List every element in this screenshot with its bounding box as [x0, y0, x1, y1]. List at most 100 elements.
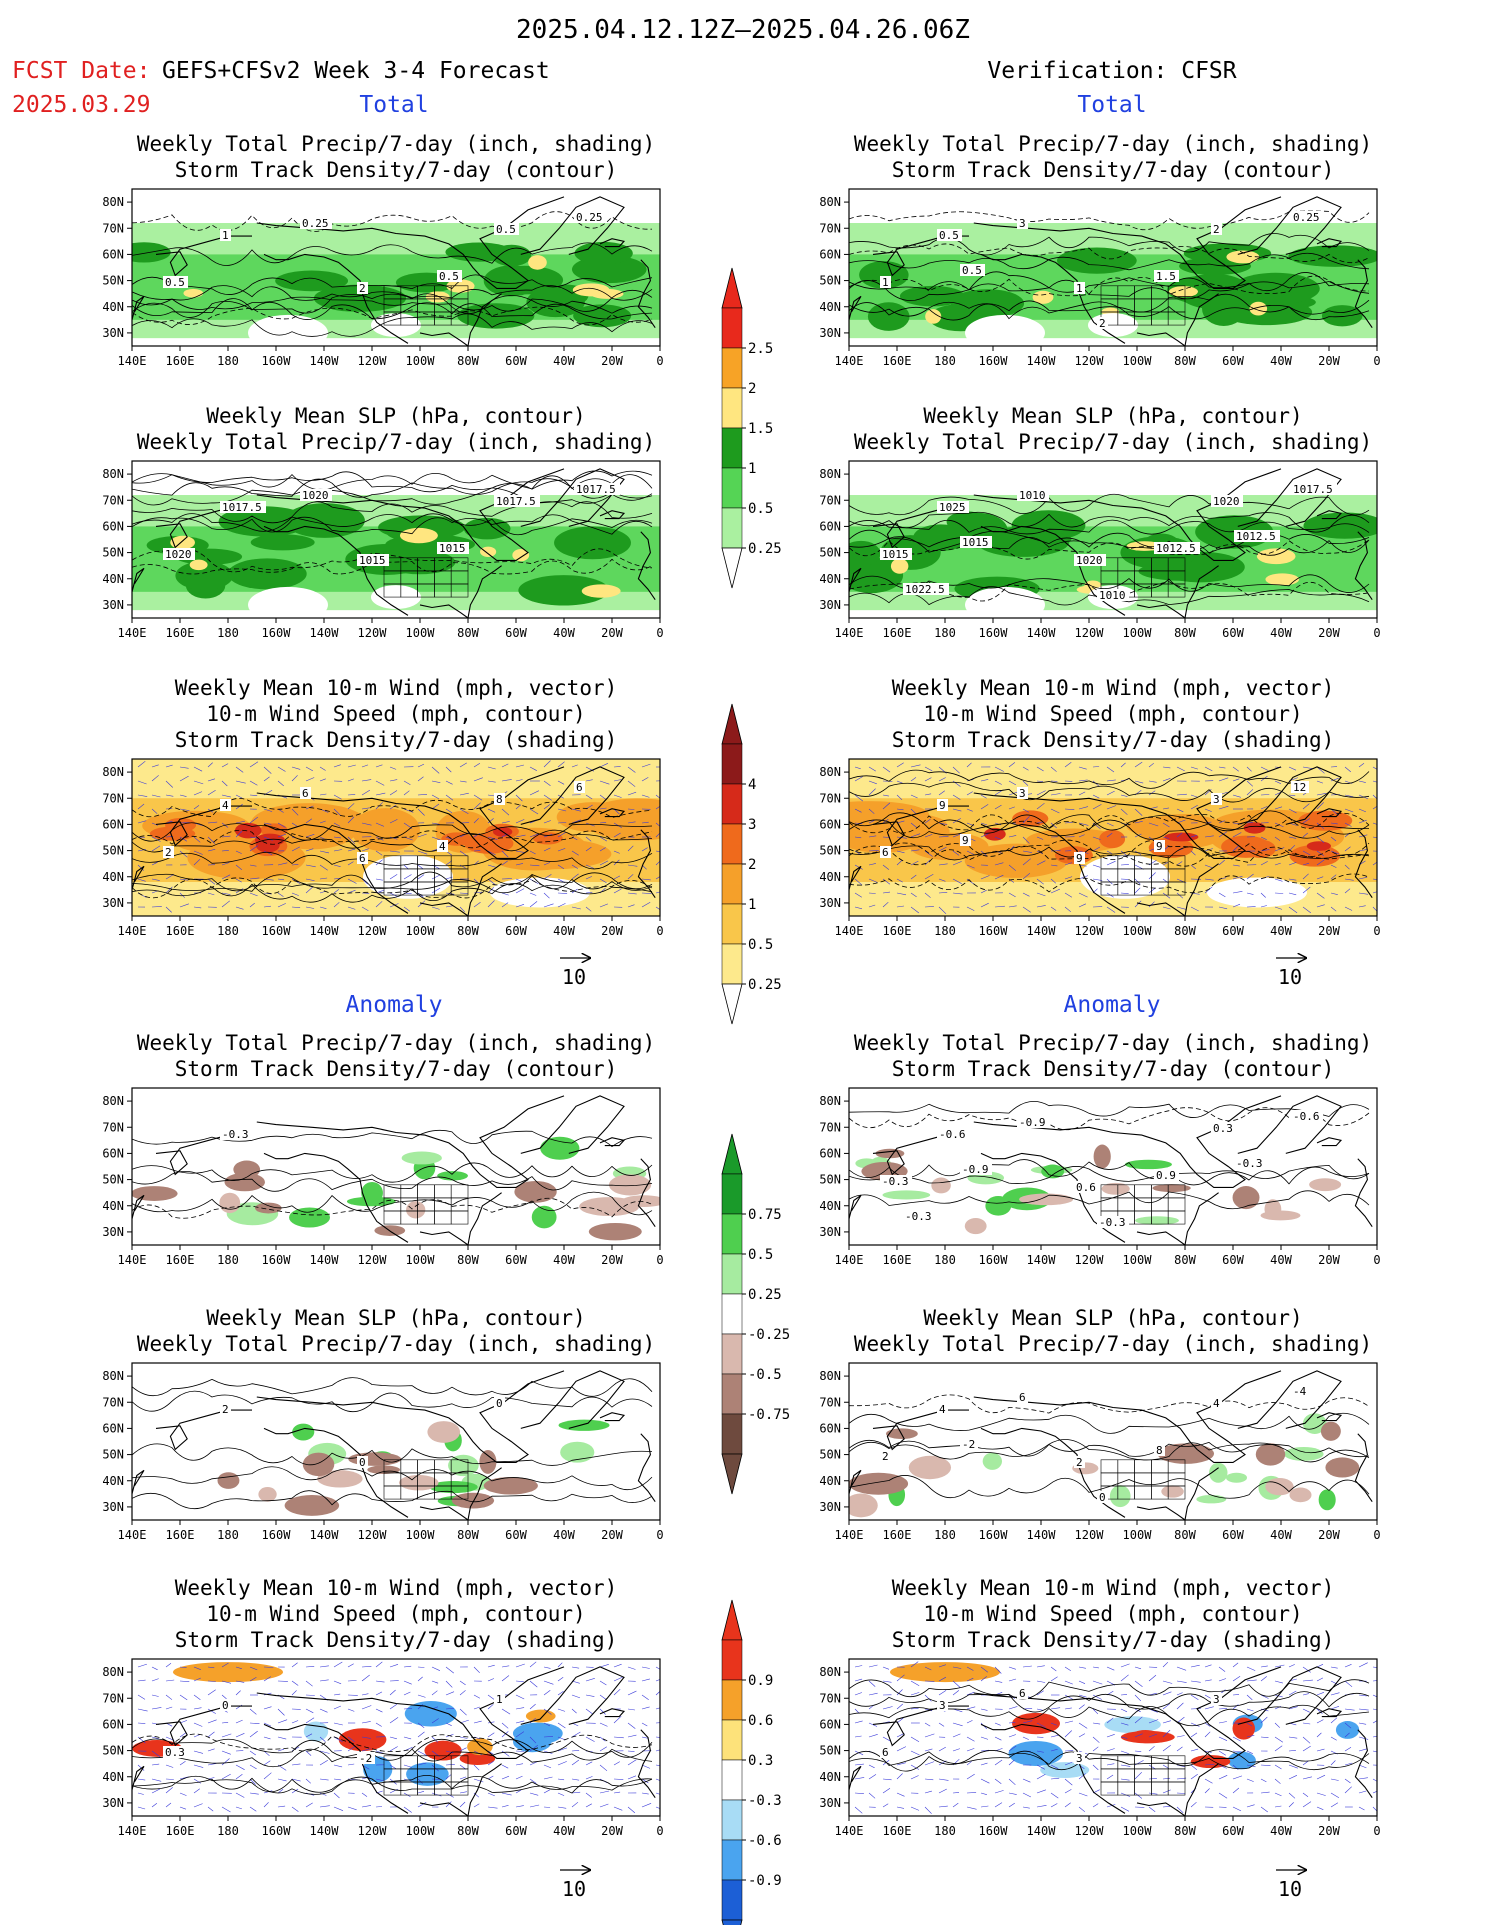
wind-vector	[1176, 906, 1187, 910]
wind-vector	[1162, 822, 1170, 828]
wind-vector	[1162, 1806, 1171, 1808]
contour-label: 2	[1213, 223, 1220, 236]
lon-tick-label: 160E	[883, 354, 912, 368]
wind-vector	[1358, 1722, 1367, 1725]
wind-vector	[1204, 1694, 1211, 1699]
wind-vector	[641, 1678, 650, 1682]
wind-vector	[1274, 1722, 1281, 1728]
contour-label-bg	[163, 548, 195, 560]
coastline	[1354, 1433, 1373, 1503]
wind-vector	[1316, 892, 1325, 899]
wind-vector	[389, 1689, 396, 1696]
wind-vector	[1078, 834, 1085, 838]
wind-vector	[1162, 778, 1171, 782]
wind-vector	[994, 1722, 1001, 1726]
wind-vector	[249, 816, 258, 824]
wind-vector	[1078, 875, 1089, 880]
precip-cell	[574, 241, 633, 265]
wind-vector	[1008, 1666, 1016, 1670]
wind-vector	[1050, 888, 1061, 894]
colorbar-label: 2	[748, 857, 756, 873]
contour-line	[849, 536, 1370, 556]
anomaly-dry	[579, 1197, 640, 1217]
wind-vector	[389, 1788, 398, 1794]
wind-vector	[543, 820, 551, 824]
storm-cell	[1012, 810, 1049, 827]
contour-label-bg	[357, 1752, 375, 1764]
coastline	[980, 253, 1126, 344]
wind-vector	[910, 1736, 920, 1743]
contour-line	[132, 1443, 653, 1466]
contour-label: 8	[496, 793, 503, 806]
contour-label-bg	[903, 583, 949, 595]
wind-vector	[1190, 864, 1196, 870]
contour-line	[849, 293, 1370, 317]
wind-vector	[1302, 850, 1311, 856]
wind-vector	[305, 864, 316, 868]
lon-tick-label: 60W	[1222, 924, 1244, 938]
wind-vector	[347, 889, 356, 894]
contour-label-bg	[220, 799, 231, 811]
wind-vector	[980, 794, 987, 799]
wind-vector	[1106, 822, 1114, 827]
wind-vector	[896, 820, 905, 824]
coastline	[973, 1666, 1282, 1759]
wind-vector	[1288, 1706, 1298, 1710]
panel-plot-area: 0-210.3	[132, 1659, 660, 1816]
wind-vector	[263, 808, 273, 812]
contour-line	[849, 769, 1370, 789]
wind-vector	[910, 1692, 920, 1696]
wind-vector	[1330, 1706, 1340, 1710]
lat-tick-label: 70N	[819, 1120, 841, 1134]
wind-vector	[1064, 876, 1073, 880]
wind-vector	[277, 878, 285, 881]
precip-cell	[189, 559, 208, 571]
wind-vector	[1344, 878, 1354, 881]
wind-vector	[882, 1706, 893, 1710]
wind-vector	[1106, 805, 1117, 810]
coastline	[263, 1427, 409, 1518]
coastline	[1354, 829, 1373, 899]
wind-vector	[515, 1763, 524, 1766]
lon-tick-label: 140W	[1027, 924, 1057, 938]
wind-vector	[938, 1778, 949, 1781]
coastline	[980, 1152, 1126, 1243]
panel-frame	[848, 188, 1378, 347]
contour-label-bg	[1154, 1444, 1165, 1456]
wind-vector	[896, 1689, 903, 1696]
wind-vector	[361, 1748, 371, 1752]
wind-vector	[1358, 1777, 1368, 1780]
wind-vector	[1274, 1792, 1282, 1797]
wind-vector	[1358, 1806, 1365, 1811]
wind-vector	[403, 790, 410, 796]
dry-region	[248, 586, 328, 618]
wind-vector	[459, 1736, 468, 1739]
panel-title-line: 10-m Wind Speed (mph, contour)	[206, 702, 585, 726]
wind-vector	[445, 780, 453, 785]
wind-vector	[235, 1764, 245, 1770]
wind-vector	[1288, 1764, 1298, 1769]
wind-vector	[1148, 780, 1157, 783]
wind-vector	[1288, 1750, 1296, 1752]
wind-vector	[1120, 1764, 1131, 1767]
panel-title-line: Weekly Total Precip/7-day (inch, shading…	[137, 430, 655, 454]
wind-vector	[1372, 1735, 1377, 1738]
wind-vector	[627, 1806, 636, 1814]
wind-vector	[924, 1806, 932, 1814]
lon-tick-label: 0	[656, 1528, 663, 1542]
wind-vector	[529, 808, 539, 815]
wind-vector	[319, 1778, 329, 1781]
wind-vector	[291, 1720, 299, 1724]
wind-vector	[1316, 780, 1324, 784]
wind-vector	[1316, 802, 1324, 810]
contour-label-bg	[1097, 1216, 1129, 1228]
coastline	[419, 1506, 469, 1520]
panel-title-line: Weekly Total Precip/7-day (inch, shading…	[137, 1332, 655, 1356]
precip-cell	[1032, 290, 1054, 304]
lon-tick-label: 120W	[1075, 1253, 1105, 1267]
contour-label-bg	[220, 1128, 252, 1140]
contour-line	[132, 829, 653, 853]
wind-vector	[1358, 1790, 1367, 1794]
wind-vector	[473, 1706, 480, 1710]
wind-vector	[403, 864, 409, 870]
